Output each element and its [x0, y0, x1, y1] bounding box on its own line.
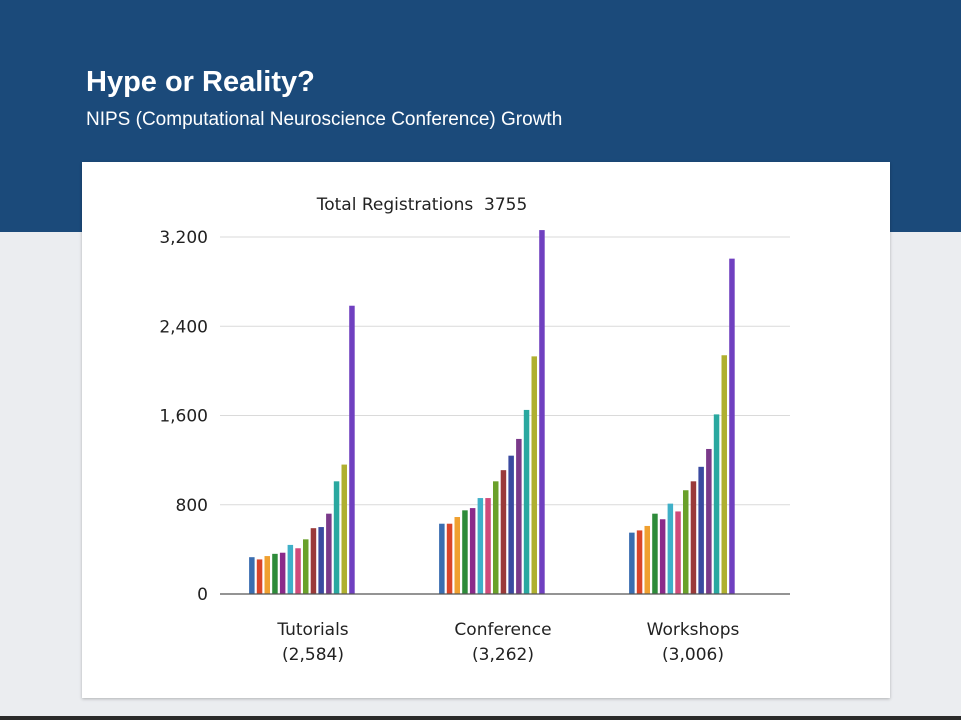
x-category-label: Conference	[454, 620, 551, 640]
y-tick-label: 0	[197, 585, 208, 605]
bar	[446, 523, 453, 594]
bar	[644, 525, 650, 594]
bar	[706, 448, 712, 594]
bar	[477, 498, 484, 594]
x-category-label: Tutorials	[276, 620, 348, 640]
bar	[485, 498, 491, 594]
y-tick-label: 800	[176, 496, 208, 516]
chart-card: 0 800 1,600 2,400 3,200 Tutorials (2,584) Conf…	[82, 162, 890, 698]
bar	[729, 258, 735, 594]
bar	[516, 438, 522, 594]
bar	[264, 556, 270, 594]
bar	[318, 527, 324, 594]
bar	[500, 470, 507, 594]
grid-lines	[220, 236, 790, 506]
bar	[698, 466, 704, 594]
bar	[454, 517, 460, 594]
bar	[279, 552, 286, 594]
bar	[652, 513, 658, 594]
bar	[531, 356, 537, 594]
bar	[349, 305, 355, 594]
x-category-label: Workshops	[647, 620, 740, 640]
bar	[539, 230, 545, 594]
bar	[721, 355, 727, 594]
y-tick-label: 1,600	[159, 407, 208, 427]
bar	[493, 481, 499, 594]
bar-chart: 0 800 1,600 2,400 3,200 Tutorials (2,584) Conf…	[159, 195, 790, 665]
bar	[341, 464, 347, 594]
y-tick-label: 3,200	[159, 228, 208, 248]
bar-group	[629, 258, 735, 594]
bar	[683, 490, 689, 594]
bar	[629, 532, 635, 594]
bar	[310, 528, 317, 594]
bar	[636, 530, 643, 594]
bar	[690, 481, 697, 594]
slide-title: Hype or Reality?	[86, 66, 315, 98]
bar	[256, 559, 263, 594]
x-axis: Tutorials (2,584) Conference (3,262) Worksho…	[276, 620, 739, 665]
x-category-total: (3,262)	[472, 645, 534, 665]
bar	[295, 548, 301, 594]
bar	[287, 544, 294, 594]
chart-title: Total Registrations 3755	[316, 195, 528, 215]
bar	[272, 553, 278, 594]
bar	[667, 503, 674, 594]
y-tick-label: 2,400	[159, 317, 208, 337]
bar	[675, 511, 681, 594]
x-category-total: (3,006)	[662, 645, 724, 665]
bars	[249, 230, 735, 594]
bar	[713, 414, 720, 594]
bar	[659, 519, 666, 594]
y-axis: 0 800 1,600 2,400 3,200	[159, 228, 208, 605]
bar	[469, 508, 476, 594]
bar	[508, 455, 514, 594]
bar	[523, 409, 530, 594]
bar	[462, 510, 468, 594]
bar	[303, 539, 309, 594]
bar	[333, 481, 340, 594]
x-category-total: (2,584)	[282, 645, 344, 665]
bar-group	[249, 305, 355, 594]
bar-group	[439, 230, 545, 594]
bar	[439, 523, 445, 594]
bar	[249, 557, 255, 594]
slide-subtitle: NIPS (Computational Neuroscience Confere…	[86, 109, 563, 130]
bottom-edge	[0, 716, 961, 720]
bar	[326, 513, 332, 594]
